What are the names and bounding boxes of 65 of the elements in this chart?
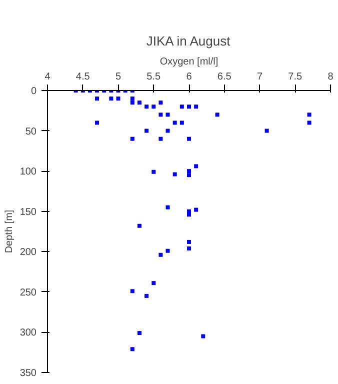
y-axis-title: Depth [m]	[4, 210, 15, 254]
point	[144, 294, 149, 298]
point	[158, 112, 163, 117]
x-tick-label: 7.5	[288, 72, 303, 82]
point	[116, 96, 120, 101]
y-tick-label: 250	[20, 287, 37, 298]
y-tick-label: 300	[20, 328, 37, 339]
point	[187, 169, 191, 174]
point	[152, 104, 156, 109]
point	[158, 100, 163, 105]
point	[201, 334, 206, 338]
point	[187, 246, 191, 250]
x-tick-label: 7	[256, 72, 263, 82]
y-tick-label: 200	[20, 247, 37, 258]
x-tick-label: 4.5	[76, 72, 90, 82]
point	[166, 205, 170, 210]
point	[130, 347, 134, 352]
point	[194, 208, 198, 212]
point	[172, 172, 177, 176]
point	[307, 120, 312, 125]
point	[166, 248, 170, 253]
point	[144, 128, 149, 133]
x-axis-title: Oxygen [ml/l]	[160, 56, 218, 68]
point	[264, 128, 269, 133]
x-tick-label: 5.5	[146, 72, 162, 82]
y-tick-label: 0	[30, 86, 37, 97]
chart-title: JIKA in August	[146, 34, 231, 48]
x-tick-label: 5	[115, 72, 122, 82]
x-tick-label: 4	[44, 72, 51, 82]
point	[137, 100, 142, 105]
point	[187, 136, 191, 141]
x-tick-label: 6	[186, 72, 192, 82]
point	[215, 112, 220, 117]
point	[158, 136, 163, 141]
x-tick-label: 8	[328, 72, 334, 82]
point	[172, 120, 177, 125]
point	[166, 128, 170, 133]
point	[152, 281, 156, 286]
point	[95, 96, 100, 101]
y-tick-label: 50	[25, 126, 37, 138]
point	[187, 173, 191, 178]
point	[307, 112, 312, 117]
point	[137, 224, 142, 228]
point	[158, 252, 163, 257]
point	[194, 104, 198, 109]
point	[144, 104, 149, 109]
point	[130, 100, 134, 105]
point	[130, 136, 134, 141]
point	[95, 120, 100, 125]
point	[194, 164, 198, 168]
point	[166, 112, 170, 117]
x-tick-label: 6.5	[217, 72, 232, 82]
point	[187, 240, 191, 244]
y-tick-label: 150	[20, 206, 37, 218]
point	[187, 212, 191, 217]
point	[137, 331, 142, 336]
point	[152, 170, 156, 174]
y-tick-label: 100	[20, 166, 37, 178]
point	[187, 104, 191, 109]
point	[180, 104, 184, 109]
point	[130, 96, 134, 101]
point	[109, 96, 114, 101]
point	[180, 120, 184, 125]
y-tick-label: 350	[20, 368, 37, 379]
point	[130, 289, 134, 294]
